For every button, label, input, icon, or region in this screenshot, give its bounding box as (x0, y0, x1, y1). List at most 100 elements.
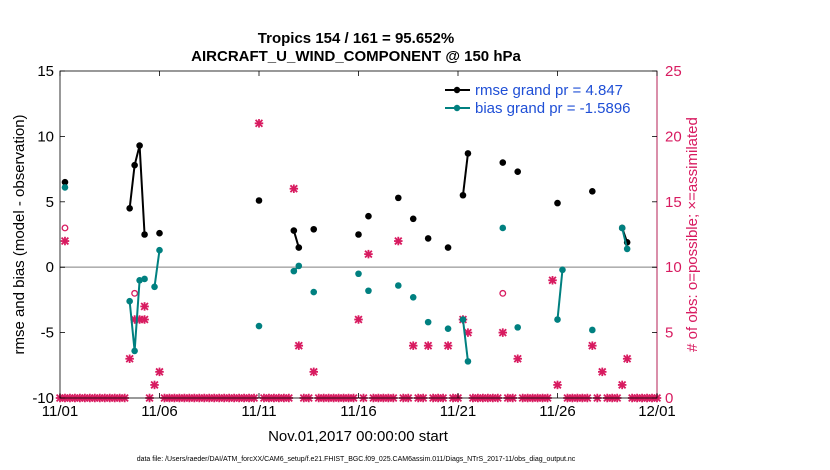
x-tick-label: 11/06 (141, 403, 177, 420)
bias-point (554, 316, 561, 323)
rmse-point (255, 197, 263, 204)
legend-bias-marker (453, 104, 461, 112)
bias-point (255, 322, 263, 330)
rmse-point (589, 188, 596, 195)
y2-tick-label: 10 (665, 259, 682, 276)
bias-point (559, 266, 566, 274)
y2-tick-label: 5 (665, 325, 673, 342)
rmse-series-line (128, 145, 146, 235)
bias-point (126, 297, 133, 305)
x-tick-label: 11/16 (340, 403, 376, 420)
y-axis-label: rmse and bias (model - observation) (11, 114, 28, 354)
y2-tick-label: 20 (665, 128, 682, 145)
bias-series-line (556, 269, 564, 320)
rmse-point (126, 205, 133, 212)
rmse-point (459, 191, 467, 199)
bias-point (499, 224, 507, 232)
bias-point (136, 276, 143, 284)
rmse-point (310, 225, 318, 233)
x-tick-label: 11/11 (241, 403, 276, 420)
rmse-point (156, 229, 163, 237)
y2-tick-label: 15 (665, 194, 682, 211)
bias-series-line (153, 250, 161, 287)
rmse-point (295, 244, 303, 251)
obs-assimilated-marker (125, 354, 134, 364)
obs-possible-marker (499, 289, 507, 297)
y-tick-label: 5 (46, 194, 54, 211)
obs-assimilated-marker (553, 380, 562, 390)
rmse-point (395, 194, 402, 202)
obs-assimilated-marker (423, 341, 433, 350)
x-tick-label: 11/21 (440, 403, 476, 420)
bias-point (156, 246, 163, 254)
bias-point (290, 267, 298, 275)
obs-assimilated-marker (513, 354, 522, 364)
legend-rmse-marker (453, 86, 461, 94)
chart-title: Tropics 154 / 161 = 95.652% (258, 30, 454, 47)
obs-assimilated-marker (498, 328, 508, 337)
x-tick-label: 12/01 (638, 403, 676, 420)
obs-assimilated-marker (289, 184, 299, 193)
legend-bias-label: bias grand pr = -1.5896 (475, 100, 631, 117)
chart-subtitle: AIRCRAFT_U_WIND_COMPONENT @ 150 hPa (191, 48, 521, 65)
rmse-series-line (461, 153, 469, 196)
bias-point (464, 358, 472, 365)
obs-assimilated-marker (394, 236, 403, 246)
bias-point (618, 224, 626, 232)
y-tick-label: -5 (41, 325, 54, 342)
rmse-point (464, 150, 472, 157)
rmse-point (444, 244, 452, 251)
data-file-footnote: data file: /Users/raeder/DAI/ATM_forcXX/… (137, 456, 576, 463)
rmse-point (409, 215, 417, 223)
obs-assimilated-marker (140, 302, 149, 311)
legend-rmse-label: rmse grand pr = 4.847 (475, 82, 623, 99)
bias-point (395, 282, 402, 289)
obs-assimilated-marker (408, 341, 418, 350)
y-tick-label: 0 (46, 259, 54, 276)
bias-point (131, 347, 138, 355)
bias-point (623, 245, 631, 253)
bias-point (589, 326, 596, 334)
bias-series-line (621, 227, 629, 250)
bias-point (459, 316, 467, 323)
bias-point (151, 283, 158, 291)
x-axis-label: Nov.01,2017 00:00:00 start (268, 428, 449, 445)
x-tick-label: 11/26 (539, 403, 575, 420)
obs-assimilated-marker (155, 367, 164, 377)
obs-assimilated-marker (588, 341, 597, 350)
bias-point (61, 184, 69, 191)
x-tick-label: 11/01 (42, 403, 78, 420)
obs-assimilated-marker (60, 236, 70, 246)
obs-assimilated-marker (364, 249, 373, 259)
y2-tick-label: 25 (665, 63, 682, 80)
rmse-point (554, 199, 561, 207)
legend: rmse grand pr = 4.847 bias grand pr = -1… (437, 80, 652, 120)
bias-series-line (461, 319, 469, 362)
y-tick-label: -10 (32, 390, 54, 407)
y-tick-label: 15 (37, 63, 54, 80)
obs-assimilated-marker (617, 380, 627, 390)
obs-possible-marker (131, 289, 139, 297)
bias-point (295, 262, 303, 270)
rmse-point (424, 235, 432, 242)
obs-assimilated-marker (548, 276, 557, 285)
rmse-point (365, 212, 372, 220)
obs-assimilated-marker (150, 380, 159, 390)
bias-point (355, 270, 362, 278)
rmse-point (61, 178, 69, 186)
rmse-point (136, 142, 143, 149)
obs-assimilated-marker (354, 315, 363, 324)
rmse-point (355, 231, 362, 238)
bias-point (141, 275, 148, 283)
obs-assimilated-marker (294, 341, 304, 350)
rmse-point (141, 231, 148, 238)
rmse-point (131, 161, 138, 169)
bias-point (444, 325, 452, 332)
rmse-point (290, 227, 298, 234)
rmse-point (499, 159, 507, 166)
bias-point (424, 318, 432, 326)
obs-assimilated-marker (309, 367, 318, 377)
bias-point (409, 293, 417, 301)
y2-tick-label: 0 (665, 390, 673, 407)
